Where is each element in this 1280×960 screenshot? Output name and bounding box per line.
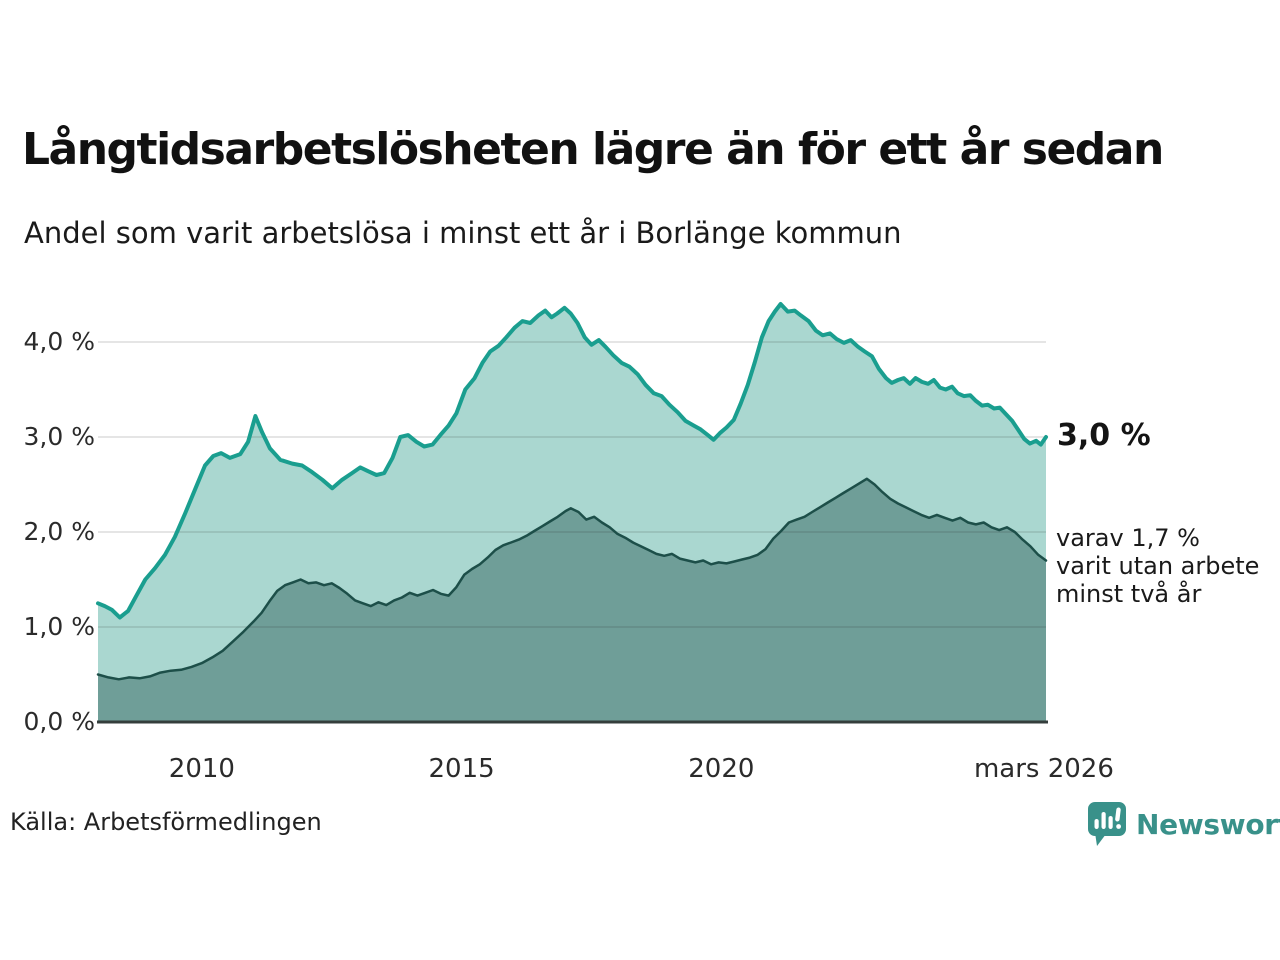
y-axis: 4,0 % 3,0 % 2,0 % 1,0 % 0,0 % (0, 0, 100, 760)
two-year-area-fill (98, 478, 1046, 722)
two-year-line (96, 477, 1048, 681)
y-tick-label: 1,0 % (23, 612, 95, 641)
y-tick-label: 3,0 % (23, 422, 95, 451)
latest-value-label: 3,0 % (1057, 418, 1151, 453)
x-tick-label: mars 2026 (973, 754, 1114, 784)
y-tick-label: 0,0 % (23, 707, 95, 736)
y-tick-label: 4,0 % (23, 327, 95, 356)
newsworthy-icon (1088, 802, 1126, 846)
chart-title: Långtidsarbetslösheten lägre än för ett … (22, 124, 1164, 175)
newsworthy-logo: Newsworthy (1084, 800, 1280, 848)
x-axis: 2010 2015 2020 mars 2026 (0, 752, 1280, 788)
chart-subtitle: Andel som varit arbetslösa i minst ett å… (24, 216, 902, 250)
source-note: Källa: Arbetsförmedlingen (10, 808, 322, 836)
newsworthy-wordmark: Newsworthy (1136, 807, 1280, 841)
y-tick-label: 2,0 % (23, 517, 95, 546)
x-tick-label: 2020 (688, 754, 755, 784)
total-line (96, 302, 1048, 620)
two-year-annotation: varav 1,7 % varit utan arbete minst två … (1056, 524, 1260, 608)
x-tick-label: 2015 (428, 754, 495, 784)
x-tick-label: 2010 (168, 754, 235, 784)
